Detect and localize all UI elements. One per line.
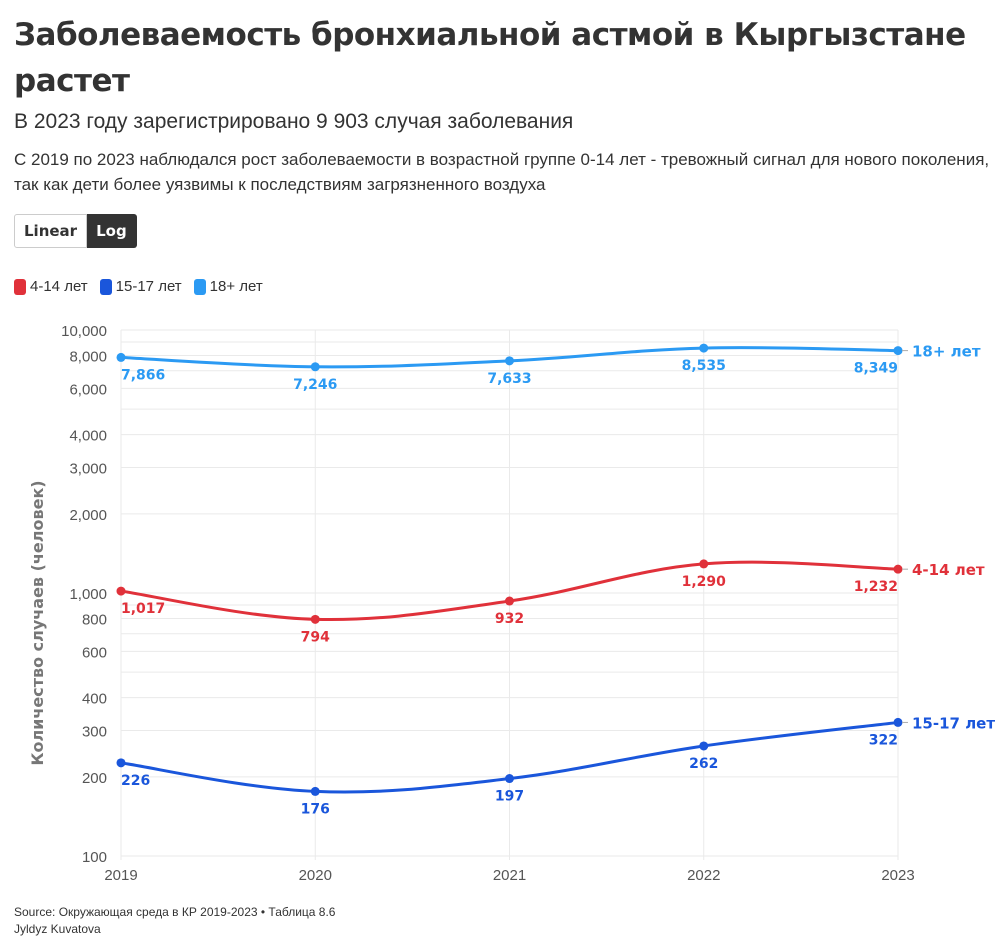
y-tick-label: 400: [82, 691, 107, 708]
data-point: [310, 786, 320, 796]
data-point: [505, 774, 514, 784]
x-tick-label: 2019: [104, 867, 137, 884]
data-label: 8,349: [854, 361, 898, 377]
legend-item-18plus[interactable]: 18+ лет: [193, 278, 263, 295]
author-credit: Jyldyz Kuvatova: [14, 922, 101, 936]
y-tick-label: 200: [82, 770, 107, 787]
y-tick-label: 100: [82, 849, 107, 866]
data-label: 262: [689, 756, 718, 772]
data-label: 197: [495, 789, 524, 805]
log-scale-button[interactable]: Log: [87, 214, 137, 248]
x-tick-label: 2021: [493, 867, 526, 884]
data-point: [699, 559, 709, 569]
x-tick-label: 2023: [881, 867, 914, 884]
data-label: 794: [301, 629, 330, 645]
data-point: [505, 356, 514, 366]
line-chart: 100 200 300 400 600 800 1,000 2,000 3,000 4,000 6,…: [28, 323, 995, 884]
data-point: [699, 741, 709, 751]
chart-legend: 4-14 лет 15-17 лет 18+ лет: [14, 278, 275, 295]
legend-label: 15-17 лет: [115, 278, 182, 295]
y-tick-label: 3,000: [69, 461, 107, 478]
page-subtitle: В 2023 году зарегистрировано 9 903 случа…: [14, 110, 574, 133]
data-point: [893, 717, 903, 727]
y-tick-label: 600: [82, 644, 107, 661]
data-label: 1,290: [682, 574, 727, 590]
legend-swatch: [99, 278, 112, 295]
linear-scale-button[interactable]: Linear: [14, 214, 88, 248]
legend-label: 4-14 лет: [30, 278, 88, 295]
y-tick-label: 1,000: [69, 586, 107, 603]
y-tick-label: 2,000: [69, 507, 107, 524]
series-end-label: 18+ лет: [912, 343, 981, 361]
y-tick-label: 4,000: [69, 428, 107, 445]
page-title: Заболеваемость бронхиальной астмой в Кыр…: [14, 17, 966, 99]
data-point: [893, 346, 903, 356]
legend-item-15-17[interactable]: 15-17 лет: [99, 278, 182, 295]
data-label: 7,633: [487, 371, 531, 387]
legend-swatch: [193, 278, 206, 295]
data-label: 226: [121, 773, 150, 789]
data-point: [893, 564, 903, 574]
data-label: 322: [869, 732, 898, 748]
scale-toggle: Linear Log: [14, 214, 137, 248]
data-label: 176: [301, 801, 330, 817]
data-label: 7,246: [293, 377, 337, 393]
source-note: Source: Окружающая среда в КР 2019-2023 …: [14, 905, 336, 919]
series-end-label: 4-14 лет: [912, 561, 985, 579]
chart-footer: Source: Окружающая среда в КР 2019-2023 …: [14, 904, 335, 938]
legend-item-4-14[interactable]: 4-14 лет: [14, 278, 88, 295]
data-point: [310, 614, 320, 624]
data-point: [116, 352, 126, 362]
data-point: [505, 596, 514, 606]
y-tick-label: 6,000: [69, 381, 107, 398]
x-tick-label: 2020: [299, 867, 332, 884]
series-end-label: 15-17 лет: [912, 714, 995, 732]
data-label: 1,017: [121, 601, 165, 617]
x-tick-label: 2022: [687, 867, 720, 884]
data-label: 7,866: [121, 367, 165, 383]
y-tick-label: 10,000: [61, 323, 107, 340]
data-label: 8,535: [682, 358, 726, 374]
y-axis-label: Количество случаев (человек): [28, 480, 47, 765]
legend-swatch: [14, 278, 26, 295]
y-tick-label: 800: [82, 611, 107, 628]
data-point: [116, 758, 126, 768]
data-point: [116, 586, 126, 596]
y-tick-label: 300: [82, 724, 107, 741]
y-tick-label: 8,000: [69, 348, 107, 365]
data-label: 1,232: [854, 579, 898, 595]
data-point: [310, 362, 320, 372]
legend-label: 18+ лет: [209, 278, 263, 295]
page-description: С 2019 по 2023 наблюдался рост заболевае…: [14, 150, 990, 194]
data-point: [699, 343, 709, 353]
data-label: 932: [495, 611, 524, 627]
